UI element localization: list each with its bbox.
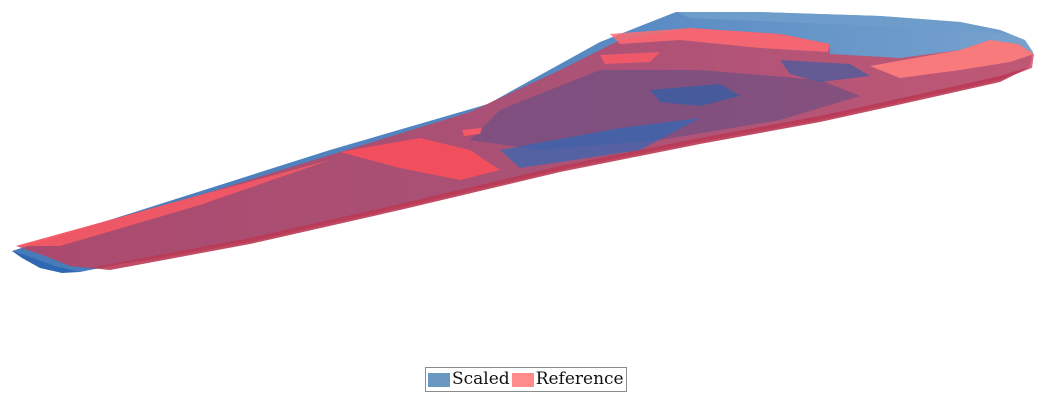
- legend-label-scaled: Scaled: [452, 369, 510, 389]
- overlap-patch: [600, 52, 660, 64]
- reference-leading-edge-band: [610, 28, 830, 52]
- scaled-leading-edge: [676, 12, 1010, 34]
- overlap-patch: [650, 84, 740, 106]
- reference-wing-tip-band: [870, 40, 1034, 78]
- overlap-patch: [462, 128, 482, 136]
- reference-trailing-edge: [90, 66, 1032, 270]
- reference-wing-outer-band: [16, 160, 330, 246]
- overlap-regions: [462, 52, 870, 168]
- overlap-patch: [470, 70, 860, 150]
- legend-entry-scaled: Scaled: [428, 371, 510, 388]
- legend-entry-reference: Reference: [511, 369, 624, 389]
- legend-label-reference: Reference: [535, 369, 624, 389]
- legend: Scaled Reference: [425, 367, 627, 392]
- scaled-wing-tip: [12, 251, 80, 273]
- legend-swatch-scaled: [428, 372, 450, 387]
- overlap-patch: [780, 60, 870, 82]
- legend-swatch-reference: [511, 372, 534, 387]
- reference-wing-root-band: [340, 138, 500, 180]
- overlap-patch: [500, 118, 700, 168]
